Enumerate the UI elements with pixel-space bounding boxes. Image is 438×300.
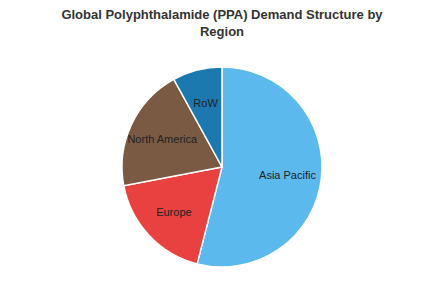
title-line: Global Polyphthalamide (PPA) Demand Stru… (61, 7, 383, 22)
slices (122, 67, 322, 267)
title-line: Region (200, 24, 244, 39)
slice-label: Asia Pacific (259, 169, 316, 181)
slice-label: North America (127, 133, 198, 145)
labels: Asia Pacific Europe North America RoW (127, 97, 316, 218)
slice-label: RoW (193, 97, 218, 109)
chart: Global Polyphthalamide (PPA) Demand Stru… (0, 0, 438, 300)
title: Global Polyphthalamide (PPA) Demand Stru… (61, 7, 383, 39)
slice-label: Europe (156, 206, 191, 218)
slice (174, 67, 222, 167)
